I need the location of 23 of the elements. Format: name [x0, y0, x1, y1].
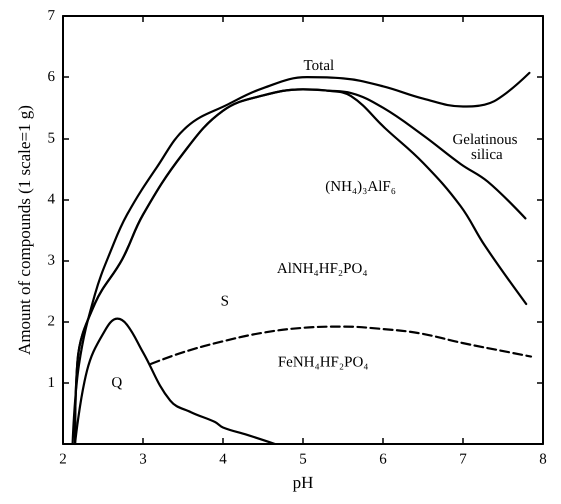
x-tick-label: 5 [299, 452, 307, 468]
y-tick-label: 4 [48, 191, 56, 208]
annotation: S [220, 293, 229, 310]
y-tick-label: 1 [48, 374, 55, 391]
x-tick-label: 6 [379, 452, 388, 468]
y-axis-title: Amount of compounds (1 scale=1 g) [15, 105, 34, 355]
y-tick-label: 6 [48, 69, 56, 86]
x-tick-label: 8 [539, 452, 547, 468]
x-tick-label: 2 [59, 452, 67, 468]
annotation: FeNH₄HF₂PO₄ [278, 354, 369, 370]
y-tick-label: 3 [48, 252, 55, 269]
annotation: (NH₄)₃AlF₆ [325, 179, 396, 196]
y-tick-label: 5 [48, 130, 55, 146]
x-axis-title: pH [292, 473, 314, 492]
y-tick-label: 2 [48, 314, 55, 330]
annotation: Q [111, 374, 122, 391]
annotation: Total [304, 58, 334, 74]
x-tick-label: 7 [459, 452, 468, 468]
x-tick-label: 4 [219, 452, 228, 468]
x-tick-label: 3 [139, 452, 147, 468]
y-tick-label: 7 [48, 8, 56, 24]
annotation: AlNH₄HF₂PO₄ [276, 260, 368, 277]
annotation: Gelatinous silica [452, 132, 522, 163]
